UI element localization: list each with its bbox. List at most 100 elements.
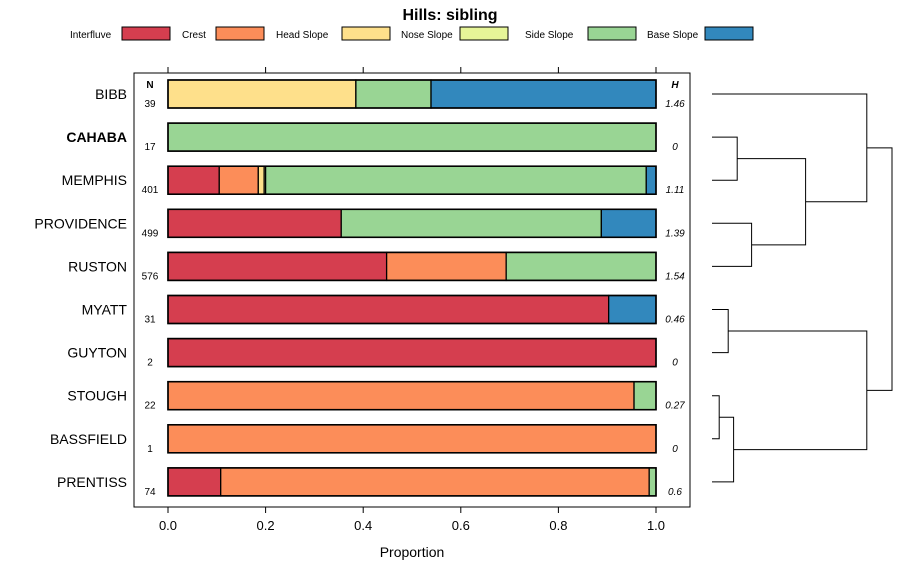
legend-label: Side Slope	[525, 30, 574, 41]
bar-segment-interfluve	[167, 467, 222, 497]
bar-segment-side-slope	[648, 467, 657, 497]
legend-label: Nose Slope	[401, 30, 453, 41]
x-tick-label: 0.0	[159, 518, 177, 533]
row-label: MYATT	[82, 302, 128, 318]
row-myatt: MYATT 31 0.46	[82, 294, 685, 326]
bar-outline	[167, 380, 657, 411]
bar-segment-crest	[167, 424, 657, 454]
bar-segment-base-slope	[645, 165, 657, 195]
h-value: 0.6	[668, 487, 682, 498]
bar-outline	[167, 165, 657, 195]
row-label: MEMPHIS	[62, 172, 127, 188]
bar-segment-base-slope	[600, 208, 657, 238]
n-value: 2	[147, 358, 153, 369]
bar-outline	[167, 251, 657, 282]
dendrogram-link	[728, 330, 868, 451]
legend-swatch	[459, 26, 509, 41]
x-tick-label: 0.4	[354, 518, 372, 533]
bar-segment-base-slope	[430, 79, 657, 109]
bar-segment-interfluve	[167, 208, 342, 238]
bar-outline	[167, 337, 657, 368]
x-tick-label: 0.2	[257, 518, 275, 533]
bar-outline	[167, 423, 657, 454]
bar-segment-head-slope	[167, 79, 357, 109]
h-value: 0	[672, 142, 678, 153]
dendrogram-link	[712, 395, 720, 440]
row-guyton: GUYTON 2 0	[67, 337, 678, 369]
bar-segment-side-slope	[633, 381, 657, 411]
bar-segment-crest	[167, 381, 635, 411]
legend-item-head-slope: Head Slope	[276, 26, 391, 41]
legend-item-side-slope: Side Slope	[525, 26, 637, 41]
x-axis-label: Proportion	[380, 544, 445, 560]
n-value: 74	[144, 487, 156, 498]
n-value: 401	[142, 185, 159, 196]
legend-item-crest: Crest	[182, 26, 265, 41]
bar-segment-interfluve	[167, 165, 220, 195]
h-value: 0.46	[665, 315, 685, 326]
h-value: 1.46	[665, 99, 685, 110]
bar-outline	[167, 467, 657, 497]
row-label: BASSFIELD	[50, 431, 127, 447]
legend-label: Head Slope	[276, 30, 329, 41]
bar-outline	[167, 122, 657, 152]
bar-outline	[167, 208, 657, 239]
bar-segment-side-slope	[355, 79, 432, 109]
chart-title: Hills: sibling	[402, 7, 497, 24]
bar-segment-crest	[385, 251, 507, 282]
legend-swatch	[704, 26, 754, 41]
x-axis: 0.0 0.2 0.4 0.6 0.8 1.0	[159, 507, 665, 533]
h-value: 0.27	[665, 401, 685, 412]
row-label: PRENTISS	[57, 474, 127, 490]
dendrogram-link	[712, 136, 738, 181]
n-value: 1	[147, 444, 153, 455]
top-axis-ticks	[167, 67, 657, 73]
bar-segment-side-slope	[340, 208, 602, 238]
legend-item-interfluve: Interfluve	[70, 26, 171, 41]
row-label: STOUGH	[67, 388, 127, 404]
row-label: BIBB	[95, 86, 127, 102]
bar-segment-base-slope	[608, 294, 657, 325]
n-value: 499	[142, 228, 159, 239]
legend-swatch	[587, 26, 637, 41]
bar-segment-crest	[218, 165, 259, 195]
bar-outline	[167, 294, 657, 325]
legend-label: Interfluve	[70, 30, 112, 41]
row-providence: PROVIDENCE 499 1.39	[34, 208, 685, 239]
bar-segment-head-slope	[257, 165, 265, 195]
x-tick-label: 1.0	[647, 518, 665, 533]
dendrogram-link	[866, 147, 893, 391]
h-value: 1.39	[665, 228, 685, 239]
row-stough: STOUGH 22 0.27	[67, 380, 685, 412]
bar-segment-interfluve	[167, 294, 610, 325]
dendrogram-link	[712, 222, 753, 267]
legend-swatch	[215, 26, 265, 41]
dendrogram-link	[712, 93, 868, 203]
dendrogram	[712, 93, 893, 483]
bar-segment-side-slope	[264, 165, 647, 195]
bar-segment-side-slope	[505, 251, 657, 282]
n-value: 576	[142, 271, 159, 282]
x-tick-label: 0.6	[452, 518, 470, 533]
legend: Interfluve Crest Head Slope Nose Slope Side …	[70, 26, 754, 41]
bar-outline	[167, 79, 657, 109]
legend-label: Crest	[182, 30, 206, 41]
legend-item-base-slope: Base Slope	[647, 26, 754, 41]
n-header: N	[146, 80, 153, 91]
row-memphis: MEMPHIS 401 1.11	[62, 165, 684, 196]
row-bibb: BIBB 39 1.46	[95, 79, 685, 110]
h-header: H	[671, 80, 679, 91]
row-bassfield: BASSFIELD 1 0	[50, 423, 678, 455]
h-value: 0	[672, 444, 678, 455]
plot-frame	[133, 72, 691, 508]
dendrogram-link	[712, 416, 735, 483]
dendrogram-link	[737, 158, 807, 246]
n-value: 22	[144, 401, 156, 412]
n-value: 31	[144, 315, 156, 326]
legend-label: Base Slope	[647, 30, 699, 41]
bar-segment-interfluve	[167, 251, 388, 282]
row-cahaba: CAHABA 17 0	[66, 122, 678, 153]
row-prentiss: PRENTISS 74 0.6	[57, 467, 682, 498]
legend-item-nose-slope: Nose Slope	[401, 26, 509, 41]
